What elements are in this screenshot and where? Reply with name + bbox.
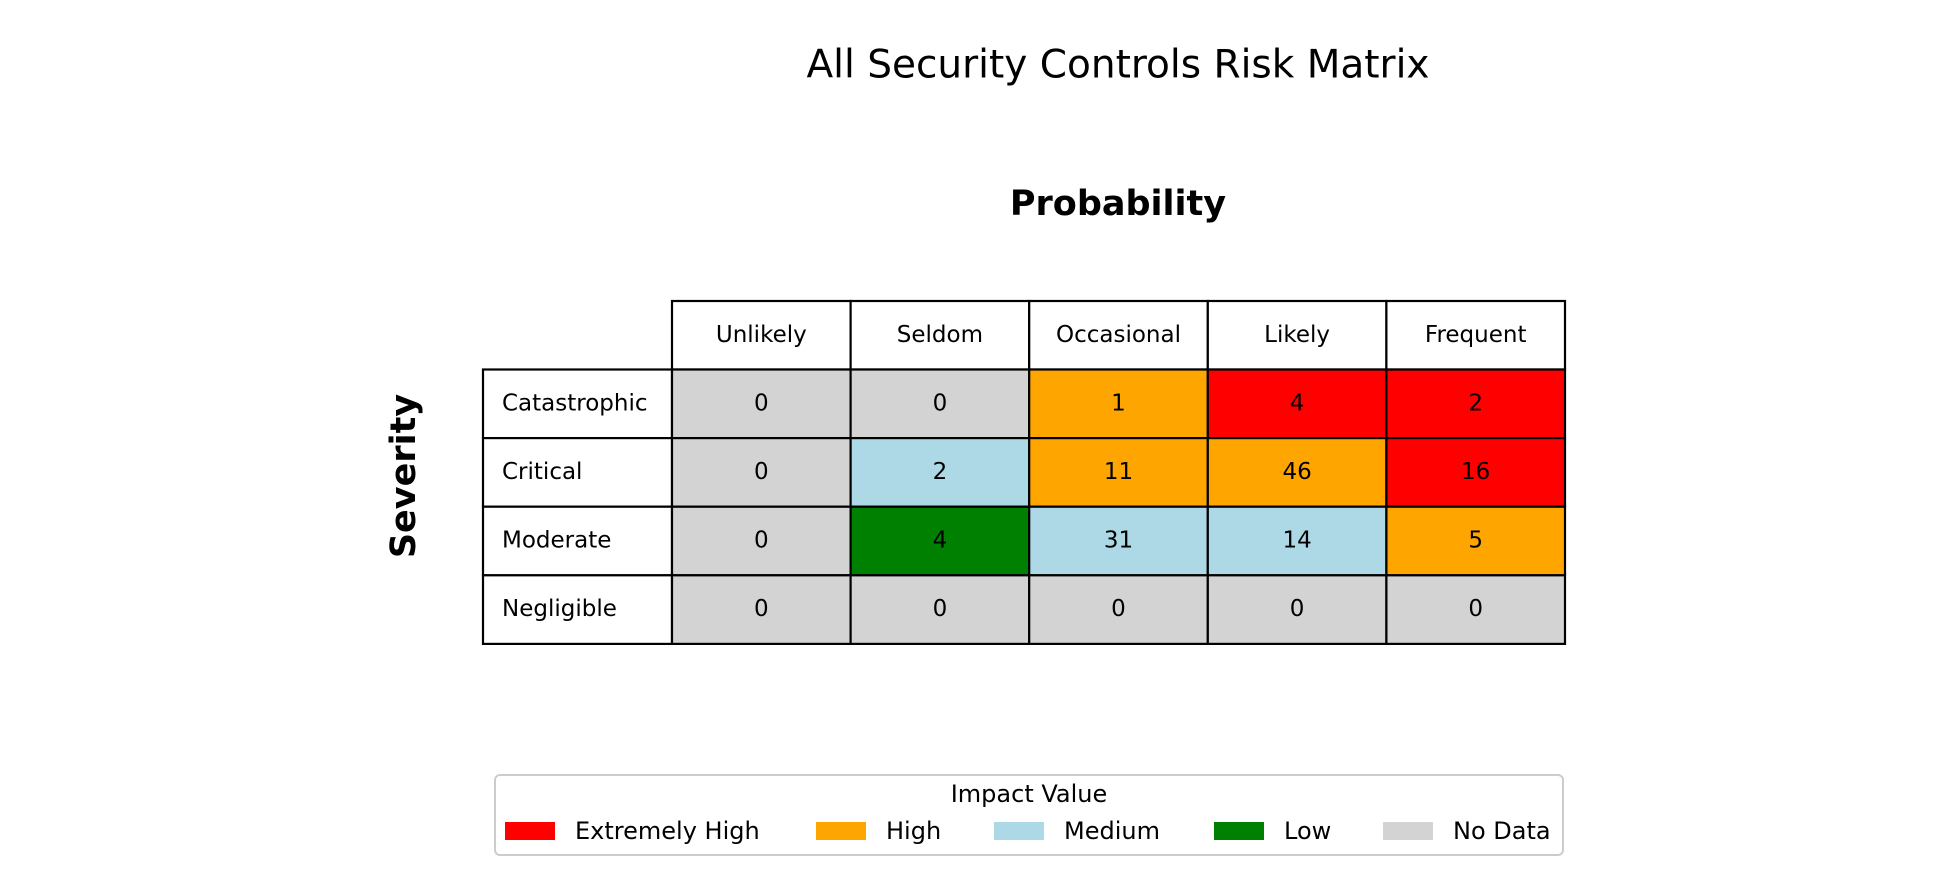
- legend-label: High: [886, 817, 941, 845]
- matrix-grid: Unlikely Seldom Occasional Likely Frequent Ca…: [481, 299, 1567, 645]
- matrix-cell-value: 0: [754, 528, 769, 554]
- matrix-cell-value: 4: [1290, 390, 1305, 416]
- legend: Impact Value Extremely High High Medium Low…: [494, 774, 1564, 856]
- column-header-label: Unlikely: [716, 322, 807, 348]
- row-header-label: Catastrophic: [502, 390, 648, 416]
- column-header-label: Frequent: [1425, 322, 1527, 348]
- matrix-cell-value: 0: [933, 390, 948, 416]
- matrix-cell: [1206, 505, 1388, 577]
- legend-frame: [494, 774, 1564, 856]
- matrix-cell-value: 4: [933, 528, 948, 554]
- legend-label: Low: [1284, 817, 1331, 845]
- matrix-cell-value: 0: [754, 596, 769, 622]
- matrix-cell: [1206, 574, 1388, 645]
- matrix-cell: [1385, 574, 1567, 645]
- matrix-cell: [849, 368, 1031, 440]
- x-axis-label: Probability: [1010, 184, 1226, 224]
- matrix-cell-value: 14: [1282, 528, 1311, 554]
- legend-label: No Data: [1453, 817, 1551, 845]
- matrix-cell: [1028, 505, 1209, 577]
- legend-label: Extremely High: [575, 817, 760, 845]
- row-header-label: Critical: [502, 459, 582, 485]
- chart-title: All Security Controls Risk Matrix: [806, 43, 1429, 88]
- row-header-cell: [481, 368, 674, 440]
- legend-title: Impact Value: [951, 780, 1108, 808]
- matrix-cell: [849, 437, 1031, 508]
- matrix-cell-value: 1: [1111, 390, 1126, 416]
- matrix-cell-value: 0: [754, 459, 769, 485]
- column-header-label: Occasional: [1056, 322, 1181, 348]
- matrix-cell: [1028, 574, 1209, 645]
- matrix-cell: [1385, 505, 1567, 577]
- legend-label: Medium: [1064, 817, 1160, 845]
- matrix-cell: [1206, 368, 1388, 440]
- matrix-cell-value: 31: [1104, 528, 1133, 554]
- legend-swatch: [1214, 822, 1264, 840]
- legend-swatch: [1383, 822, 1433, 840]
- matrix-cell-value: 5: [1468, 528, 1483, 554]
- matrix-cell-value: 16: [1461, 459, 1490, 485]
- matrix-cell-value: 2: [1468, 390, 1483, 416]
- matrix-cell-value: 0: [754, 390, 769, 416]
- matrix-cell-value: 0: [1111, 596, 1126, 622]
- legend-swatch: [994, 822, 1044, 840]
- matrix-cell-value: 2: [933, 459, 948, 485]
- matrix-cell-value: 0: [1468, 596, 1483, 622]
- row-header-cell: [481, 505, 674, 577]
- column-header-cell: [670, 299, 852, 371]
- matrix-cell-value: 46: [1282, 459, 1311, 485]
- matrix-cell: [1385, 437, 1567, 508]
- column-header-label: Seldom: [897, 322, 983, 348]
- matrix-cell: [1385, 368, 1567, 440]
- matrix-cell: [670, 505, 852, 577]
- legend-swatch: [816, 822, 866, 840]
- matrix-cell-value: 0: [933, 596, 948, 622]
- matrix-cell: [849, 505, 1031, 577]
- matrix-cell-value: 0: [1290, 596, 1305, 622]
- legend-swatch: [505, 822, 555, 840]
- matrix-cell-value: 11: [1104, 459, 1133, 485]
- row-header-cell: [481, 437, 674, 508]
- row-header-label: Negligible: [502, 596, 617, 622]
- row-header-label: Moderate: [502, 528, 611, 554]
- column-header-cell: [849, 299, 1031, 371]
- y-axis-label: Severity: [384, 394, 424, 558]
- column-header-label: Likely: [1264, 322, 1330, 348]
- matrix-cell: [670, 574, 852, 645]
- matrix-cell: [1206, 437, 1388, 508]
